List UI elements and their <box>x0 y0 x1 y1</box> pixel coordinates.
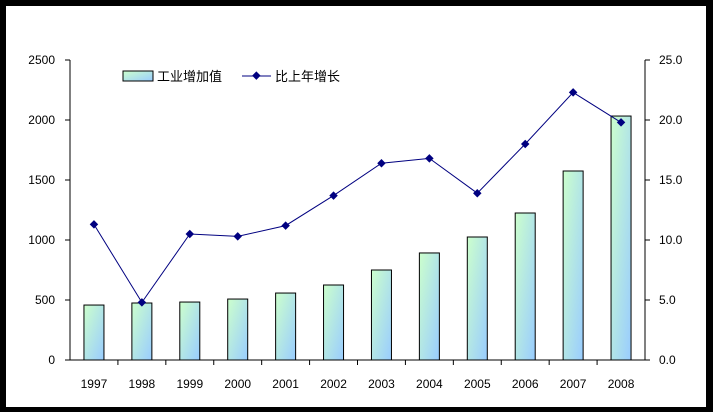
bar <box>562 170 584 361</box>
legend-bar-label: 工业增加值 <box>157 69 222 85</box>
bar <box>418 252 440 361</box>
diamond-marker-icon <box>89 220 99 229</box>
bar <box>275 292 297 361</box>
growth-line <box>93 91 622 304</box>
bar-series <box>83 115 632 361</box>
legend: 工业增加值 比上年增长 <box>122 69 340 85</box>
x-tick-label: 2003 <box>368 377 395 391</box>
bar <box>131 302 153 361</box>
left-tick-label: 2500 <box>28 53 55 67</box>
x-tick-label: 2000 <box>224 377 251 391</box>
left-tick-label: 0 <box>48 353 55 367</box>
right-tick-label: 25.0 <box>659 53 683 67</box>
left-y-axis: 0 500 1000 1500 2000 2500 <box>28 53 71 367</box>
left-tick-label: 1000 <box>28 233 55 247</box>
left-tick-label: 2000 <box>28 113 55 127</box>
x-tick-label: 2004 <box>416 377 443 391</box>
bar <box>83 304 105 361</box>
x-tick-label: 2007 <box>560 377 587 391</box>
diamond-marker-icon <box>329 191 338 200</box>
x-axis: 1997 1998 1999 2000 2001 2002 2003 2004 2005 2006… <box>70 359 645 391</box>
bar <box>179 301 201 361</box>
combo-chart: 0 500 1000 1500 2000 2500 0.0 5.0 10.0 15.0 20.0 2… <box>28 53 683 391</box>
bar <box>323 284 345 361</box>
left-tick-label: 1500 <box>28 173 55 187</box>
bar <box>610 115 632 361</box>
x-tick-label: 2005 <box>464 377 491 391</box>
right-tick-label: 5.0 <box>659 293 676 307</box>
x-tick-label: 1999 <box>176 377 203 391</box>
chart-frame: 0 500 1000 1500 2000 2500 0.0 5.0 10.0 15.0 20.0 2… <box>6 6 706 407</box>
x-tick-label: 2002 <box>320 377 347 391</box>
right-tick-label: 0.0 <box>659 353 676 367</box>
left-tick-label: 500 <box>35 293 55 307</box>
x-tick-label: 2001 <box>272 377 299 391</box>
diamond-marker-icon <box>281 221 290 230</box>
x-tick-label: 1998 <box>129 377 156 391</box>
bar <box>514 212 536 361</box>
diamond-marker-icon <box>473 188 482 198</box>
diamond-marker-icon <box>377 158 386 168</box>
right-y-axis: 0.0 5.0 10.0 15.0 20.0 25.0 <box>644 53 683 367</box>
x-tick-label: 2008 <box>608 377 635 391</box>
bar <box>466 236 488 361</box>
legend-line-label: 比上年增长 <box>275 70 340 85</box>
legend-diamond-marker-icon <box>252 71 261 80</box>
diamond-marker-icon <box>233 232 242 241</box>
right-tick-label: 20.0 <box>659 113 683 127</box>
bar <box>370 269 392 361</box>
legend-bar-swatch-icon <box>122 70 154 82</box>
right-tick-label: 10.0 <box>659 233 683 247</box>
x-tick-label: 1997 <box>81 377 108 391</box>
bar <box>227 298 249 361</box>
diamond-marker-icon <box>137 298 147 307</box>
diamond-marker-icon <box>185 229 195 239</box>
line-series <box>89 88 626 307</box>
diamond-marker-icon <box>425 154 434 163</box>
right-tick-label: 15.0 <box>659 173 683 187</box>
x-tick-label: 2006 <box>512 377 539 391</box>
